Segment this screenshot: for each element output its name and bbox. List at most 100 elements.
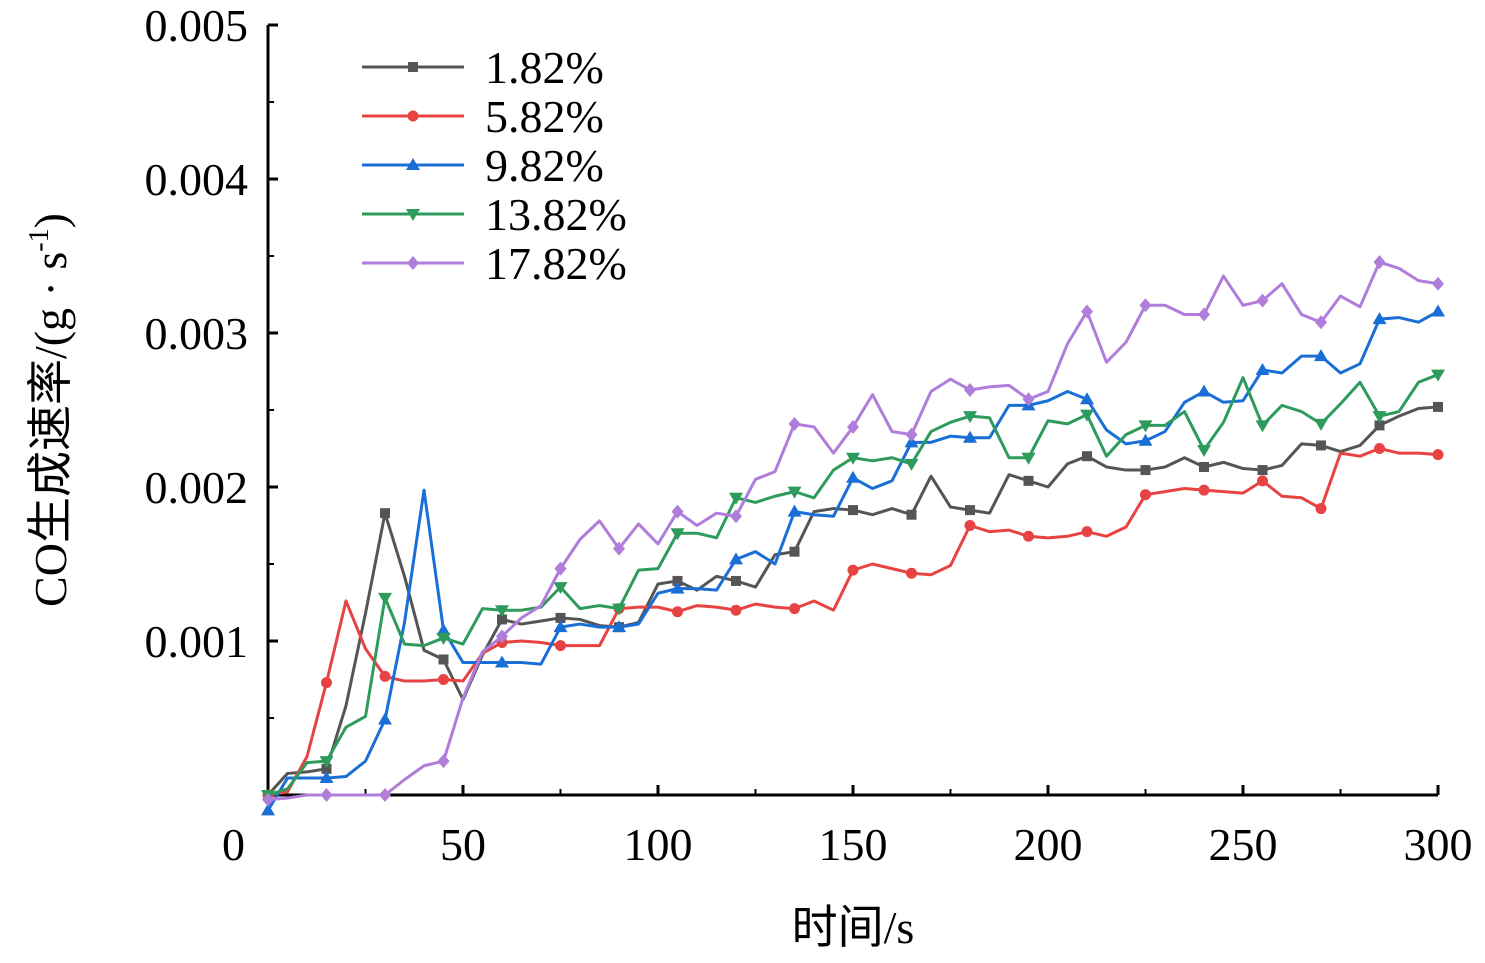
series-point xyxy=(438,654,449,665)
x-tick-label: 50 xyxy=(440,819,486,870)
series-layer xyxy=(261,255,1445,816)
series-point xyxy=(963,430,977,443)
x-axis-label: 时间/s xyxy=(792,902,915,953)
x-tick-label: 100 xyxy=(624,819,693,870)
series-point xyxy=(436,623,451,636)
series-point xyxy=(1023,530,1034,542)
series-point xyxy=(1431,304,1445,317)
series-point xyxy=(436,632,451,645)
series-point xyxy=(788,416,801,431)
series-point xyxy=(847,564,859,576)
series-point xyxy=(378,712,392,725)
y-tick-label: 0.001 xyxy=(145,616,249,667)
y-axis-label-close: ) xyxy=(25,213,76,228)
series-point xyxy=(555,640,566,652)
series-point xyxy=(787,504,802,517)
series-point xyxy=(1314,349,1328,362)
series-point xyxy=(378,592,392,605)
series-point xyxy=(789,603,800,615)
x-axis-ticks: 0 50 100 150 200 250 300 xyxy=(222,785,1473,870)
series-point xyxy=(495,655,509,668)
x-tick-label: 200 xyxy=(1014,819,1083,870)
series-line xyxy=(266,310,1439,812)
series-point xyxy=(671,504,684,519)
series-point xyxy=(1315,315,1327,330)
series-point xyxy=(613,541,625,556)
series-point xyxy=(1138,433,1153,446)
series-point xyxy=(670,528,685,541)
series-point xyxy=(1140,465,1151,476)
series-point xyxy=(320,788,333,802)
series-point xyxy=(321,677,332,689)
series-point xyxy=(1082,451,1092,462)
series-point xyxy=(1138,420,1153,433)
series-point xyxy=(1139,298,1152,313)
series-point xyxy=(496,629,508,644)
x-tick-label: 250 xyxy=(1209,819,1278,870)
series-point xyxy=(789,546,800,557)
y-axis-label-main: CO生成速率/(g · s xyxy=(25,252,76,607)
legend-label: 1.82% xyxy=(485,42,604,93)
series-point xyxy=(1198,484,1210,496)
legend-label: 9.82% xyxy=(485,140,604,191)
series-point xyxy=(1080,392,1094,405)
y-axis-label: CO生成速率/(g · s-1) xyxy=(24,213,76,607)
series-point xyxy=(261,803,275,816)
series-point xyxy=(1081,304,1093,319)
series-point xyxy=(1432,449,1444,461)
y-tick-label: 0.002 xyxy=(145,462,249,513)
series-point xyxy=(1432,276,1444,291)
series-point xyxy=(787,486,802,499)
series-point xyxy=(497,614,507,625)
series-point xyxy=(553,582,568,595)
y-tick-label: 0.003 xyxy=(145,308,249,359)
series-point xyxy=(905,427,918,442)
legend-entry: 9.82% xyxy=(362,140,604,191)
series-point xyxy=(612,603,626,616)
legend-marker xyxy=(407,110,419,122)
series-point xyxy=(1198,307,1210,322)
series-point xyxy=(1197,445,1211,458)
series-point xyxy=(380,508,390,519)
series-point xyxy=(553,620,568,633)
series-point xyxy=(1315,503,1327,515)
series-point xyxy=(729,492,743,505)
series-point xyxy=(846,470,860,483)
series-point xyxy=(1314,418,1328,431)
series-point xyxy=(1022,392,1035,407)
series-point xyxy=(495,605,509,618)
x-tick-label: 0 xyxy=(222,819,245,870)
series-line xyxy=(267,373,1439,797)
series-point xyxy=(555,612,566,623)
legend-entry: 1.82% xyxy=(362,42,604,93)
series-point xyxy=(672,606,683,618)
legend-label: 17.82% xyxy=(485,238,627,289)
series-point xyxy=(379,670,391,682)
series-point xyxy=(319,756,334,769)
series-point xyxy=(1372,411,1387,424)
series-point xyxy=(612,620,626,633)
x-tick-label: 300 xyxy=(1404,819,1473,870)
legend-marker xyxy=(407,256,419,270)
series-point xyxy=(670,581,685,594)
legend-entry: 5.82% xyxy=(362,91,604,142)
series-point xyxy=(1197,384,1211,397)
legend-marker xyxy=(406,158,420,170)
series-point xyxy=(319,771,334,784)
series-point xyxy=(1080,409,1094,422)
series-point xyxy=(729,552,743,565)
series-point xyxy=(437,754,450,769)
series-point xyxy=(965,505,975,516)
series-point xyxy=(1255,420,1270,433)
series-point xyxy=(1257,465,1268,476)
series-point xyxy=(906,509,917,520)
series-point xyxy=(1021,452,1036,465)
series-point xyxy=(964,382,976,397)
legend-label: 5.82% xyxy=(485,91,604,142)
series-point xyxy=(321,763,332,774)
legend-marker xyxy=(408,62,418,72)
series-point xyxy=(1373,255,1386,270)
y-tick-label: 0.004 xyxy=(145,154,249,205)
series-point xyxy=(1081,526,1093,538)
series-line xyxy=(267,260,1439,802)
